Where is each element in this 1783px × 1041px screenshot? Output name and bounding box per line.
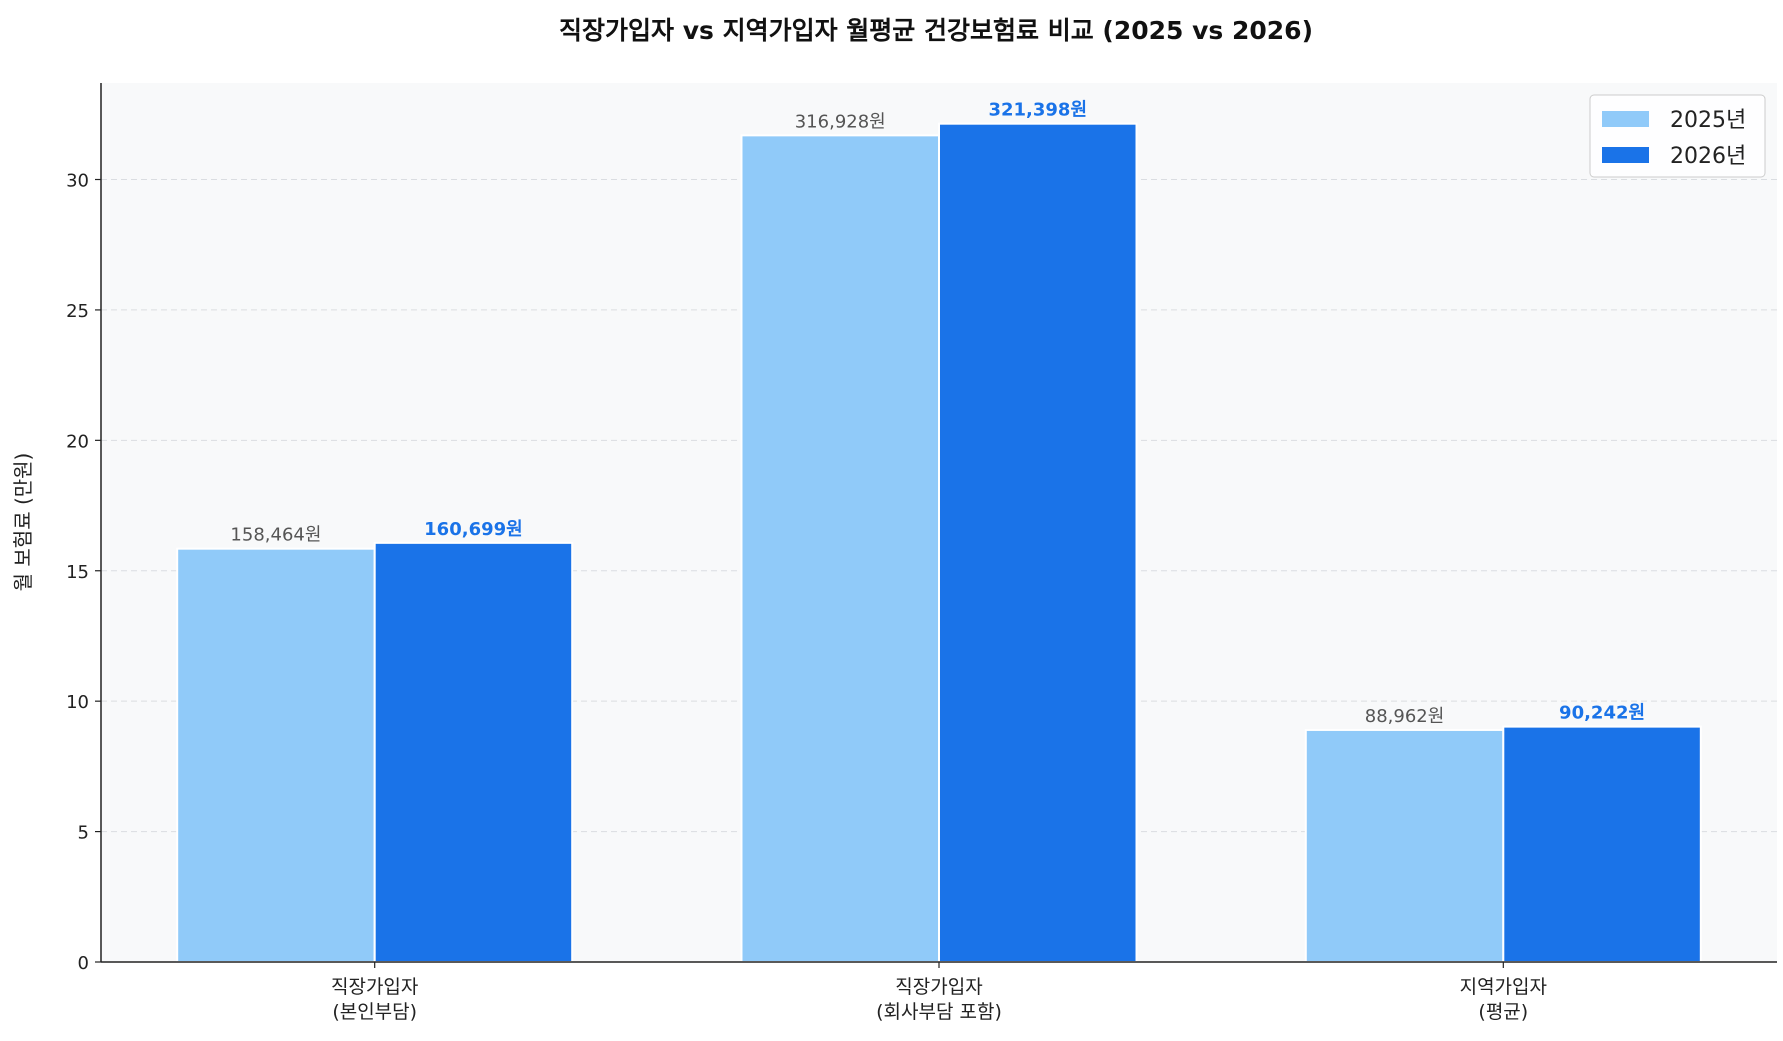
data-label: 321,398원 <box>988 100 1087 121</box>
data-label: 90,242원 <box>1559 703 1645 724</box>
legend-swatch <box>1602 147 1649 163</box>
x-tick-label: (회사부담 포함) <box>876 1001 1002 1023</box>
y-tick-label: 15 <box>66 562 89 583</box>
bar-2026년 <box>373 541 574 963</box>
chart-title: 직장가입자 vs 지역가입자 월평균 건강보험료 비교 (2025 vs 202… <box>559 16 1313 45</box>
bar-2025년 <box>176 547 376 964</box>
x-tick-label: (본인부담) <box>332 1001 417 1023</box>
bar-2026년 <box>938 122 1138 964</box>
y-tick-label: 25 <box>66 301 89 322</box>
data-label: 88,962원 <box>1365 706 1445 727</box>
x-tick-label: (평균) <box>1478 1001 1528 1023</box>
data-label: 316,928원 <box>795 111 886 132</box>
legend: 2025년 2026년 <box>1589 94 1766 178</box>
x-tick-label: 직장가입자 <box>331 976 418 998</box>
y-tick-label: 30 <box>66 171 89 192</box>
data-label: 160,699원 <box>424 519 523 540</box>
x-tick-label: 직장가입자 <box>895 976 982 998</box>
y-tick-label: 20 <box>66 431 89 452</box>
y-tick-label: 5 <box>78 823 89 844</box>
bar-2026년 <box>1502 725 1702 964</box>
legend-label: 2025년 <box>1670 108 1746 133</box>
x-tick-label: 지역가입자 <box>1460 976 1547 998</box>
bar-2025년 <box>740 134 940 964</box>
bar-2025년 <box>1304 728 1505 963</box>
y-tick-label: 10 <box>66 692 89 713</box>
data-label: 158,464원 <box>230 525 321 546</box>
y-tick-label: 0 <box>78 953 89 974</box>
legend-swatch <box>1602 111 1649 127</box>
y-axis-label: 월 보험료 (만원) <box>11 453 35 592</box>
legend-label: 2026년 <box>1670 144 1746 169</box>
